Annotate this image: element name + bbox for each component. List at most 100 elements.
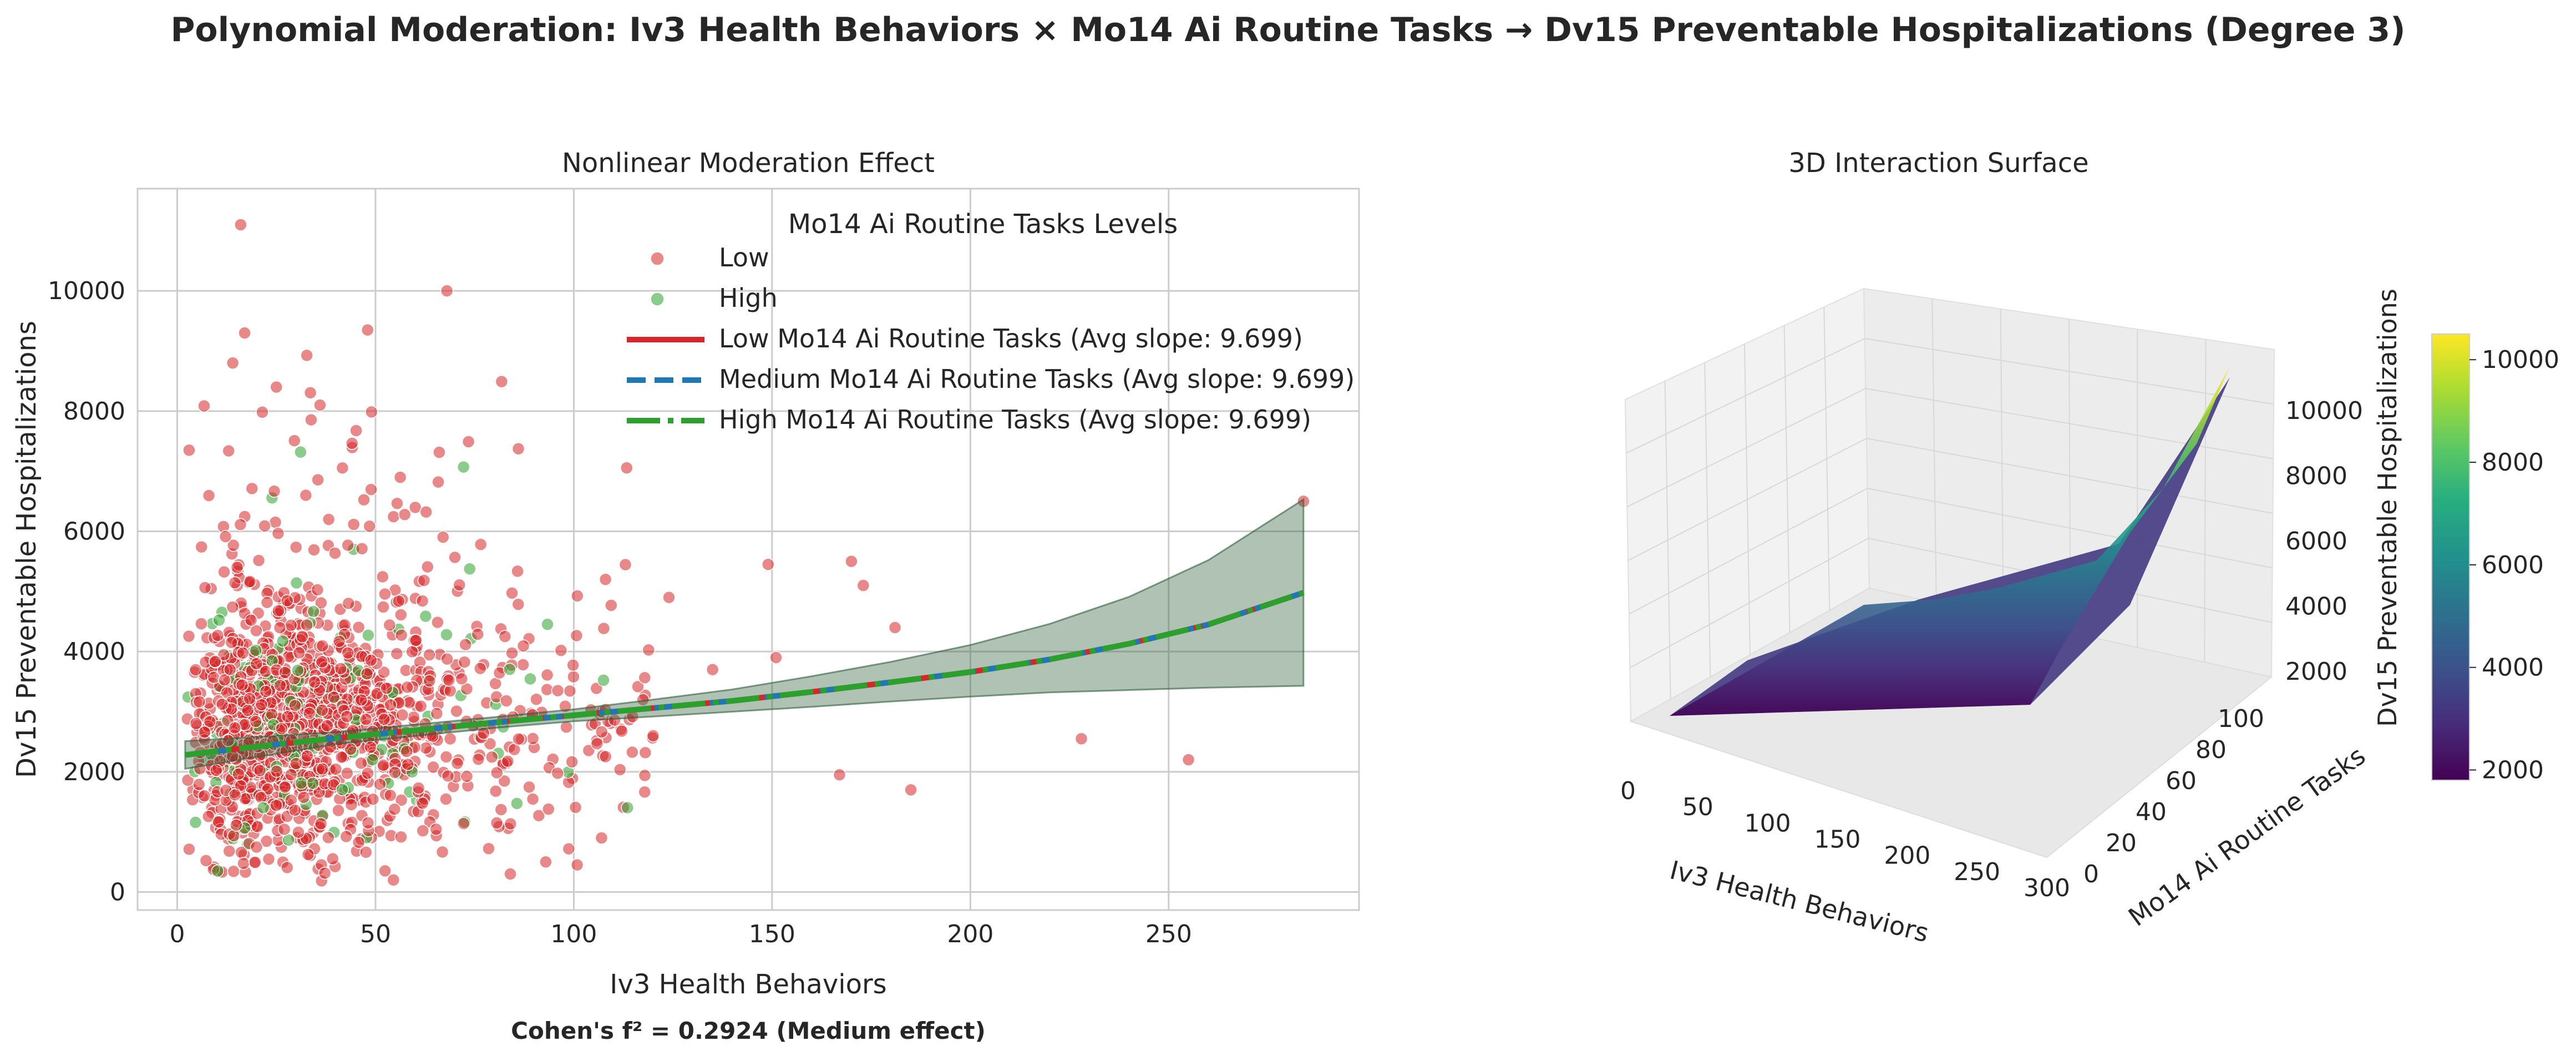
scatter-point <box>211 864 225 878</box>
scatter-point <box>407 710 420 724</box>
surface-y-tick: 80 <box>2195 736 2227 764</box>
scatter-point <box>362 628 375 642</box>
scatter-point <box>490 766 504 780</box>
scatter-point <box>662 590 676 604</box>
scatter-point <box>706 663 719 676</box>
scatter-point <box>605 599 618 612</box>
scatter-point <box>273 621 287 634</box>
scatter-point <box>243 692 256 705</box>
scatter-point <box>219 530 232 543</box>
scatter-point <box>232 767 245 781</box>
scatter-point <box>631 680 645 694</box>
legend-entry: Medium Mo14 Ai Routine Tasks (Avg slope:… <box>627 364 1355 394</box>
scatter-point <box>463 562 476 575</box>
surface-y-tick: 100 <box>2218 705 2264 733</box>
scatter-point <box>845 554 858 568</box>
scatter-point <box>562 842 576 856</box>
scatter-point <box>334 750 348 764</box>
x-tick-label: 150 <box>749 920 795 948</box>
y-tick-label: 8000 <box>63 397 125 426</box>
scatter-point <box>441 769 455 783</box>
scatter-point <box>378 864 392 878</box>
scatter-point <box>435 845 449 859</box>
scatter-point <box>431 615 444 629</box>
colorbar <box>2431 334 2470 781</box>
scatter-point <box>230 819 243 832</box>
scatter-point <box>276 634 290 648</box>
scatter-point <box>595 725 608 739</box>
scatter-point <box>197 789 211 802</box>
scatter-point <box>1181 753 1195 766</box>
scatter-point <box>234 218 247 231</box>
scatter-point <box>189 816 202 829</box>
scatter-point <box>316 639 329 653</box>
scatter-point <box>599 573 612 586</box>
surface-x-tick: 150 <box>1814 826 1861 854</box>
scatter-point <box>430 707 444 720</box>
scatter-point <box>387 873 400 887</box>
scatter-point <box>344 798 358 811</box>
scatter-point <box>560 720 573 734</box>
scatter-point <box>394 794 408 807</box>
surface-y-tick: 20 <box>2106 829 2137 857</box>
scatter-point <box>489 784 503 798</box>
scatter-point <box>570 858 584 872</box>
scatter-point <box>460 770 474 783</box>
scatter-point <box>599 750 612 764</box>
scatter-point <box>565 755 579 769</box>
scatter-point <box>301 848 315 861</box>
scatter-point <box>388 766 402 779</box>
scatter-point <box>420 560 434 574</box>
scatter-point <box>361 816 375 830</box>
scatter-point <box>383 618 397 632</box>
curve-high <box>185 590 1305 758</box>
left-chart: Nonlinear Moderation Effect 0 50 100 150 200… <box>11 148 1360 1044</box>
scatter-point <box>395 708 409 722</box>
figure-title: Polynomial Moderation: Iv3 Health Behavi… <box>170 11 2405 49</box>
scatter-point <box>305 413 318 427</box>
scatter-point <box>255 698 268 711</box>
scatter-point <box>311 473 324 487</box>
scatter-point <box>250 840 263 854</box>
scatter-point <box>416 796 429 810</box>
scatter-point <box>427 760 440 774</box>
scatter-point <box>280 861 294 875</box>
scatter-point <box>471 628 484 641</box>
scatter-point <box>394 608 408 622</box>
scatter-point <box>856 579 870 592</box>
x-tick-label: 200 <box>947 920 993 948</box>
scatter-point <box>197 399 211 413</box>
scatter-point <box>251 820 264 833</box>
surface-x-tick: 200 <box>1884 842 1930 870</box>
scatter-point <box>540 683 554 696</box>
scatter-point <box>769 651 783 664</box>
legend-marker <box>650 251 665 266</box>
scatter-point <box>241 704 255 717</box>
scatter-point <box>222 844 236 858</box>
scatter-point <box>364 740 377 754</box>
scatter-point <box>227 829 241 842</box>
y-tick-label: 10000 <box>48 277 125 305</box>
scatter-point <box>524 672 537 686</box>
scatter-point <box>904 783 917 797</box>
surface-z-tick: 2000 <box>2285 658 2347 686</box>
scatter-point <box>638 785 651 799</box>
scatter-point <box>322 831 335 845</box>
surface-chart: 3D Interaction Surface 05010015020025030… <box>1620 148 2559 948</box>
scatter-point <box>364 405 378 419</box>
scatter-point <box>342 597 356 610</box>
scatter-point <box>563 684 577 698</box>
scatter-point <box>423 674 437 688</box>
y-tick-labels: 0 2000 4000 6000 8000 10000 <box>48 277 125 906</box>
scatter-point <box>453 578 466 592</box>
scatter-point <box>377 665 391 679</box>
scatter-point <box>181 774 195 787</box>
y-tick-label: 0 <box>110 878 125 907</box>
scatter-point <box>620 461 633 474</box>
scatter-point <box>341 766 354 780</box>
scatter-point <box>408 501 422 514</box>
scatter-point <box>347 518 361 531</box>
scatter-point <box>440 284 454 297</box>
surface-z-tick-labels: 2000 4000 6000 8000 10000 <box>2285 397 2363 686</box>
scatter-point <box>833 768 846 781</box>
